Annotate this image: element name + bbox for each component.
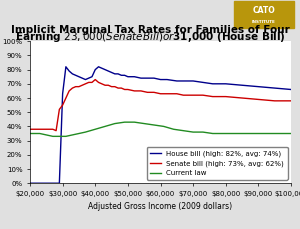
Text: INSTITUTE: INSTITUTE: [252, 20, 276, 24]
Text: Earning $23,000 (Senate Bill) or $31,000 (House Bill): Earning $23,000 (Senate Bill) or $31,000…: [15, 30, 285, 44]
Text: Implicit Marginal Tax Rates for Families of Four: Implicit Marginal Tax Rates for Families…: [11, 25, 290, 35]
Text: CATO: CATO: [253, 6, 275, 15]
Legend: House bill (high: 82%, avg: 74%), Senate bill (high: 73%, avg: 62%), Current law: House bill (high: 82%, avg: 74%), Senate…: [147, 147, 287, 180]
Bar: [234, 2, 294, 28]
X-axis label: Adjusted Gross Income (2009 dollars): Adjusted Gross Income (2009 dollars): [88, 202, 232, 211]
